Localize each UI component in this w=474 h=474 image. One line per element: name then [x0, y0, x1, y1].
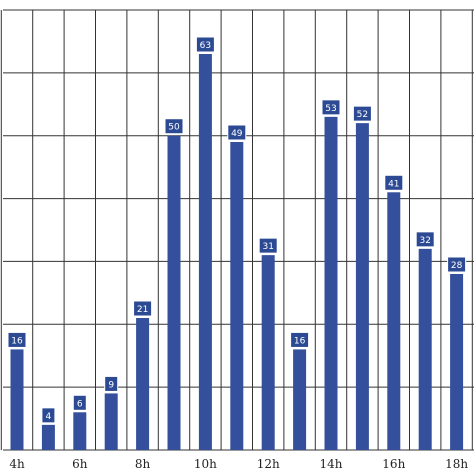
data-label-box [258, 237, 278, 254]
bars [10, 54, 464, 451]
data-label-box [227, 124, 247, 141]
data-label: 31 [262, 242, 273, 252]
x-tick-label: 14h [320, 457, 343, 471]
data-label-box [104, 375, 119, 392]
data-label-box [447, 256, 467, 273]
bar-18h [450, 274, 464, 450]
bar-4h [10, 349, 24, 450]
bar-12h [261, 255, 275, 450]
data-label: 16 [294, 336, 306, 346]
data-label: 63 [200, 41, 211, 51]
data-label: 49 [231, 129, 243, 139]
bar-7h [104, 393, 118, 450]
data-label-box [321, 99, 341, 116]
x-tick-label: 12h [257, 457, 280, 471]
x-tick-label: 8h [135, 457, 151, 471]
x-tick-label: 6h [72, 457, 88, 471]
data-label-box [195, 36, 215, 53]
data-label-box [133, 300, 153, 317]
data-label: 6 [77, 399, 83, 409]
data-label-box [384, 174, 404, 191]
data-label-box [164, 118, 184, 135]
data-label-box [7, 331, 27, 348]
data-label: 32 [419, 236, 430, 246]
bar-11h [230, 142, 244, 450]
bar-6h [73, 412, 87, 450]
data-label-box [290, 331, 310, 348]
data-label: 21 [137, 305, 148, 315]
x-tick-label: 16h [382, 457, 405, 471]
bar-9h [167, 135, 181, 450]
data-label: 16 [11, 336, 23, 346]
x-tick-label: 18h [445, 457, 468, 471]
data-label-box [415, 231, 435, 248]
data-labels: 16 4 6 9 21 50 63 49 31 16 53 52 41 32 28 [7, 36, 467, 424]
data-label: 52 [357, 110, 368, 120]
bar-5h [41, 424, 55, 450]
x-tick-label: 4h [9, 457, 25, 471]
bar-8h [136, 318, 150, 450]
bar-14h [324, 116, 338, 450]
data-label: 53 [325, 104, 336, 114]
x-axis-tick-labels: 4h 6h 8h 10h 12h 14h 16h 18h [9, 457, 468, 471]
data-label: 28 [451, 261, 463, 271]
data-label-box [72, 394, 87, 411]
bar-16h [387, 192, 401, 451]
data-label: 41 [388, 179, 399, 189]
data-label: 50 [168, 123, 180, 133]
bar-13h [293, 349, 307, 450]
bar-17h [418, 248, 432, 450]
x-tick-label: 10h [194, 457, 217, 471]
data-label: 9 [108, 380, 114, 390]
grid [0, 9, 474, 451]
bar-10h [198, 54, 212, 450]
bar-15h [355, 123, 369, 451]
data-label-box [41, 407, 56, 424]
data-label: 4 [46, 412, 52, 422]
data-label-box [352, 105, 372, 122]
